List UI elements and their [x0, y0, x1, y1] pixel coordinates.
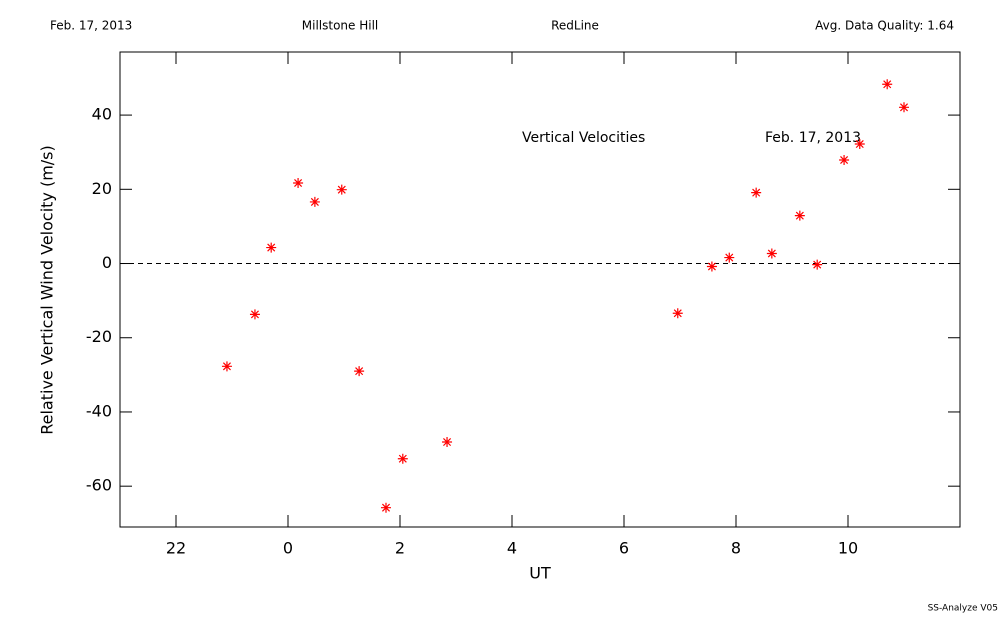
- y-tick-label: 20: [92, 179, 112, 198]
- data-point: [899, 102, 909, 113]
- header-instrument: RedLine: [551, 19, 599, 33]
- data-point: [724, 252, 735, 263]
- data-point: [839, 154, 850, 165]
- data-point: [397, 453, 408, 464]
- y-tick-label: 40: [92, 105, 112, 124]
- data-point: [442, 437, 453, 448]
- data-point: [293, 177, 304, 188]
- x-tick-label: 4: [507, 539, 517, 558]
- data-point: [381, 502, 391, 513]
- x-tick-label: 6: [619, 539, 629, 558]
- data-point: [672, 308, 683, 319]
- data-point: [706, 261, 717, 272]
- data-point: [794, 210, 805, 221]
- data-point: [249, 309, 260, 320]
- plot-frame: [119, 51, 961, 528]
- y-axis-label: Relative Vertical Wind Velocity (m/s): [38, 145, 57, 435]
- data-point: [266, 242, 277, 253]
- data-point: [221, 361, 232, 372]
- annotation: Vertical Velocities: [522, 130, 645, 146]
- y-tick-label: -60: [86, 476, 112, 495]
- x-tick-label: 22: [166, 539, 186, 558]
- y-tick-label: 0: [102, 253, 112, 272]
- x-tick-label: 10: [838, 539, 858, 558]
- x-tick-label: 8: [731, 539, 741, 558]
- data-point: [354, 366, 365, 377]
- data-point: [812, 259, 823, 270]
- data-point: [854, 139, 865, 150]
- header-quality: Avg. Data Quality: 1.64: [815, 19, 954, 33]
- x-tick-label: 0: [283, 539, 293, 558]
- annotation: Feb. 17, 2013: [765, 130, 861, 146]
- header-date: Feb. 17, 2013: [50, 19, 132, 33]
- x-tick-label: 2: [395, 539, 405, 558]
- y-tick-label: -20: [86, 327, 112, 346]
- data-point: [309, 196, 320, 207]
- header-site: Millstone Hill: [302, 19, 378, 33]
- data-point: [751, 187, 762, 198]
- data-point: [766, 248, 777, 259]
- y-tick-label: -40: [86, 401, 112, 420]
- footer: SS-Analyze V05: [928, 604, 998, 614]
- x-axis-label: UT: [529, 564, 551, 583]
- data-point: [882, 79, 893, 90]
- data-point: [336, 184, 347, 195]
